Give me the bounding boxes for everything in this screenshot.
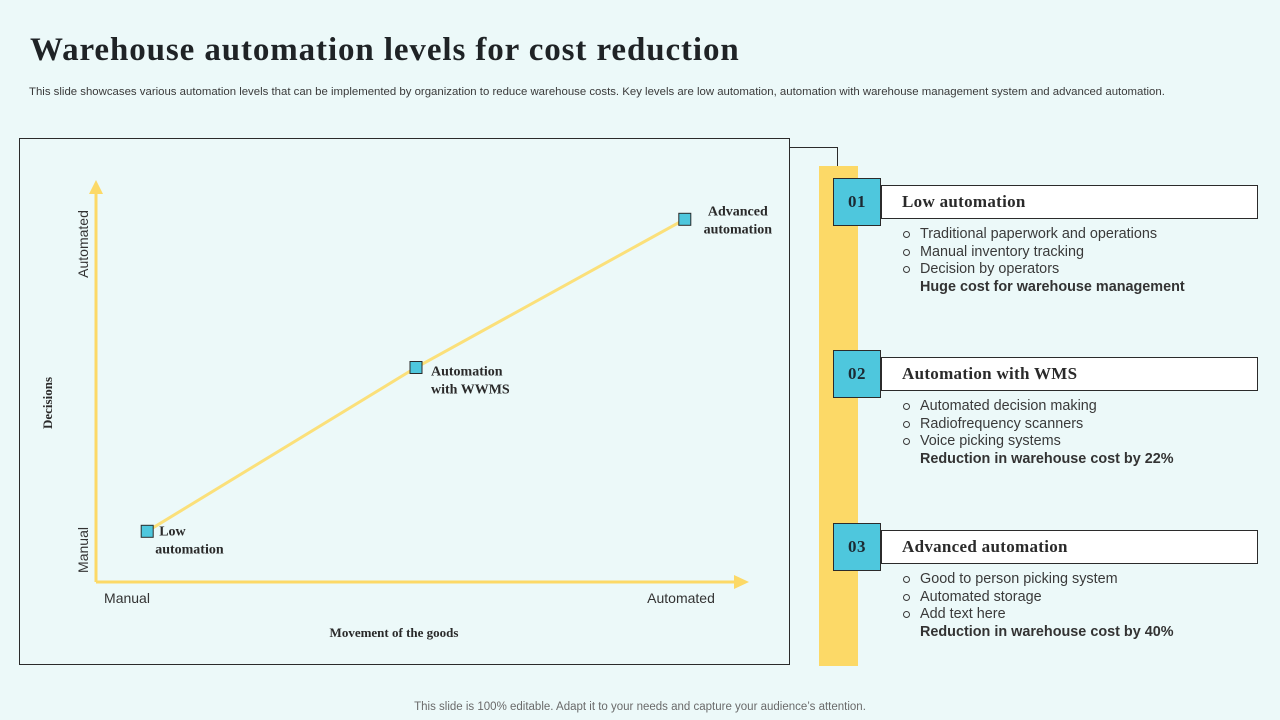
- data-point-label: Automation with WWMS: [431, 365, 510, 398]
- data-point-marker: [140, 524, 154, 538]
- circle-bullet-icon: [903, 231, 910, 239]
- list-item: Automated decision making: [903, 398, 1174, 416]
- list-item: Good to person picking system: [903, 571, 1174, 589]
- yellow-accent-bar: [819, 166, 858, 666]
- circle-bullet-icon: [903, 266, 910, 274]
- circle-bullet-icon: [903, 593, 910, 601]
- level-bullet-list: Automated decision making Radiofrequency…: [903, 398, 1174, 468]
- list-item: Voice picking systems: [903, 433, 1174, 451]
- y-axis-arrow: [89, 180, 103, 194]
- x-axis-arrow: [734, 575, 749, 589]
- circle-bullet-icon: [903, 438, 910, 446]
- x-axis-title: Movement of the goods: [330, 625, 459, 640]
- level-bullet-list: Traditional paperwork and operations Man…: [903, 226, 1185, 296]
- circle-bullet-icon: [903, 403, 910, 411]
- page-title: Warehouse automation levels for cost red…: [30, 32, 740, 68]
- x-tick-manual: Manual: [104, 590, 150, 606]
- chart-frame: [19, 138, 790, 665]
- circle-bullet-icon: [903, 611, 910, 619]
- level-number-badge: 01: [833, 178, 881, 226]
- page-subtitle: This slide showcases various automation …: [29, 86, 1165, 98]
- data-point-label: Low automation: [155, 524, 224, 557]
- circle-bullet-icon: [903, 420, 910, 428]
- level-bullet-list: Good to person picking system Automated …: [903, 571, 1174, 641]
- connector-line: [790, 147, 838, 166]
- list-item: Radiofrequency scanners: [903, 416, 1174, 434]
- trend-line: [146, 217, 686, 533]
- list-item: Decision by operators: [903, 261, 1185, 279]
- circle-bullet-icon: [903, 576, 910, 584]
- level-title: Automation with WMS: [881, 357, 1258, 391]
- level-summary: Huge cost for warehouse management: [920, 278, 1185, 295]
- data-point-marker: [678, 212, 692, 226]
- level-number-badge: 02: [833, 350, 881, 398]
- circle-bullet-icon: [903, 248, 910, 256]
- list-item: Manual inventory tracking: [903, 244, 1185, 262]
- level-title: Low automation: [881, 185, 1258, 219]
- data-point-marker: [409, 361, 423, 374]
- footer-note: This slide is 100% editable. Adapt it to…: [414, 701, 866, 713]
- y-axis-title: Decisions: [40, 377, 55, 429]
- level-title: Advanced automation: [881, 530, 1258, 564]
- level-number-badge: 03: [833, 523, 881, 571]
- data-point-label: Advanced automation: [704, 204, 773, 237]
- list-item: Add text here: [903, 606, 1174, 624]
- y-tick-manual: Manual: [75, 527, 91, 573]
- list-item: Automated storage: [903, 589, 1174, 607]
- x-tick-automated: Automated: [647, 590, 715, 606]
- y-tick-automated: Automated: [75, 210, 91, 278]
- list-item: Traditional paperwork and operations: [903, 226, 1185, 244]
- level-summary: Reduction in warehouse cost by 22%: [920, 450, 1174, 467]
- level-summary: Reduction in warehouse cost by 40%: [920, 623, 1174, 640]
